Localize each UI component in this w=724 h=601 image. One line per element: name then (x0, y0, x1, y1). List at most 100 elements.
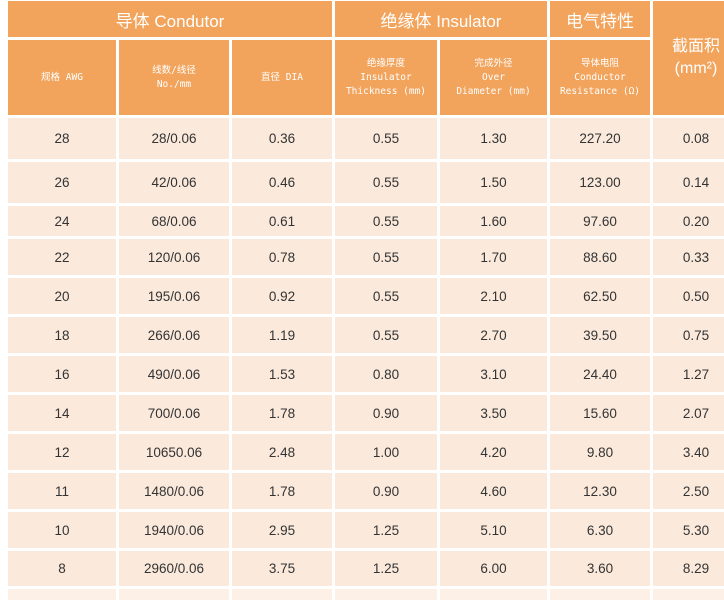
awg-cell: 16 (8, 356, 116, 392)
awg-cell: 24 (8, 206, 116, 236)
awg-cell: 10 (8, 512, 116, 548)
outer-diameter-header: 完成外径 Over Diameter (mm) (440, 40, 547, 115)
thickness-cell: 1.25 (335, 551, 437, 586)
table-bottom-strip (119, 589, 229, 600)
outer-diameter-cell: 2.70 (440, 317, 547, 353)
strands-cell: 68/0.06 (119, 206, 229, 236)
area-cell: 2.07 (653, 395, 724, 431)
diameter-cell: 3.75 (232, 551, 332, 586)
table-bottom-strip (653, 589, 724, 600)
strands-cell: 700/0.06 (119, 395, 229, 431)
conductor-group-header: 导体 Condutor (8, 1, 332, 37)
thickness-cell: 1.00 (335, 434, 437, 470)
area-cell: 5.30 (653, 512, 724, 548)
awg-header-label: 规格 AWG (41, 71, 83, 83)
awg-cell: 28 (8, 118, 116, 159)
strands-cell: 120/0.06 (119, 239, 229, 275)
area-cell: 0.33 (653, 239, 724, 275)
awg-cell: 22 (8, 239, 116, 275)
thickness-cell: 0.80 (335, 356, 437, 392)
outer-header-cn: 完成外径 (474, 57, 513, 69)
resistance-header-en2: Resistance (Ω) (559, 85, 641, 97)
strands-header-unit: No./mm (156, 78, 192, 90)
outer-diameter-cell: 1.70 (440, 239, 547, 275)
outer-diameter-cell: 1.50 (440, 162, 547, 203)
table-bottom-strip (335, 589, 437, 600)
diameter-cell: 1.19 (232, 317, 332, 353)
wire-spec-table: 导体 Condutor 绝缘体 Insulator 电气特性 截面积 (mm²)… (8, 1, 724, 600)
strands-header: 线数/线径 No./mm (119, 40, 229, 115)
resistance-cell: 6.30 (550, 512, 650, 548)
thickness-cell: 0.55 (335, 278, 437, 314)
outer-diameter-cell: 1.30 (440, 118, 547, 159)
strands-cell: 195/0.06 (119, 278, 229, 314)
outer-header-en1: Over (482, 71, 505, 83)
area-cell: 0.14 (653, 162, 724, 203)
awg-cell: 8 (8, 551, 116, 586)
resistance-cell: 97.60 (550, 206, 650, 236)
diameter-cell: 2.95 (232, 512, 332, 548)
area-cell: 2.50 (653, 473, 724, 509)
resistance-cell: 62.50 (550, 278, 650, 314)
thickness-cell: 0.55 (335, 317, 437, 353)
thickness-header-cn: 绝缘厚度 (366, 57, 405, 69)
area-cell: 0.08 (653, 118, 724, 159)
insulator-group-header: 绝缘体 Insulator (335, 1, 547, 37)
strands-cell: 1480/0.06 (119, 473, 229, 509)
diameter-cell: 1.78 (232, 395, 332, 431)
awg-cell: 11 (8, 473, 116, 509)
resistance-header: 导体电阻 Conductor Resistance (Ω) (550, 40, 650, 115)
area-cell: 8.29 (653, 551, 724, 586)
cross-section-label: 截面积 (671, 38, 720, 55)
resistance-cell: 9.80 (550, 434, 650, 470)
outer-diameter-cell: 2.10 (440, 278, 547, 314)
table-bottom-strip (8, 589, 116, 600)
outer-diameter-cell: 4.20 (440, 434, 547, 470)
diameter-cell: 2.48 (232, 434, 332, 470)
resistance-cell: 88.60 (550, 239, 650, 275)
awg-cell: 14 (8, 395, 116, 431)
strands-cell: 490/0.06 (119, 356, 229, 392)
area-cell: 1.27 (653, 356, 724, 392)
thickness-header-en2: Thickness (mm) (345, 85, 427, 97)
area-cell: 3.40 (653, 434, 724, 470)
electrical-group-header: 电气特性 (550, 1, 650, 37)
resistance-cell: 15.60 (550, 395, 650, 431)
resistance-cell: 3.60 (550, 551, 650, 586)
diameter-cell: 0.92 (232, 278, 332, 314)
awg-cell: 20 (8, 278, 116, 314)
outer-diameter-cell: 4.60 (440, 473, 547, 509)
strands-header-label: 线数/线径 (152, 64, 196, 76)
thickness-cell: 0.55 (335, 206, 437, 236)
diameter-header-label: 直径 DIA (261, 71, 303, 83)
diameter-cell: 0.46 (232, 162, 332, 203)
thickness-cell: 0.90 (335, 473, 437, 509)
awg-cell: 12 (8, 434, 116, 470)
area-cell: 0.75 (653, 317, 724, 353)
table-bottom-strip (440, 589, 547, 600)
cross-section-header: 截面积 (mm²) (653, 1, 724, 115)
thickness-cell: 1.25 (335, 512, 437, 548)
strands-cell: 28/0.06 (119, 118, 229, 159)
awg-header: 规格 AWG (8, 40, 116, 115)
thickness-cell: 0.55 (335, 118, 437, 159)
strands-cell: 1940/0.06 (119, 512, 229, 548)
diameter-cell: 0.78 (232, 239, 332, 275)
outer-diameter-cell: 3.10 (440, 356, 547, 392)
table-bottom-strip (550, 589, 650, 600)
area-cell: 0.20 (653, 206, 724, 236)
outer-header-en2: Diameter (mm) (456, 85, 531, 97)
strands-cell: 2960/0.06 (119, 551, 229, 586)
strands-cell: 266/0.06 (119, 317, 229, 353)
resistance-cell: 39.50 (550, 317, 650, 353)
outer-diameter-cell: 5.10 (440, 512, 547, 548)
outer-diameter-cell: 1.60 (440, 206, 547, 236)
diameter-header: 直径 DIA (232, 40, 332, 115)
thickness-header-en1: Insulator (360, 71, 412, 83)
resistance-cell: 123.00 (550, 162, 650, 203)
thickness-cell: 0.55 (335, 162, 437, 203)
resistance-header-en1: Conductor (574, 71, 626, 83)
thickness-header: 绝缘厚度 Insulator Thickness (mm) (335, 40, 437, 115)
resistance-cell: 12.30 (550, 473, 650, 509)
